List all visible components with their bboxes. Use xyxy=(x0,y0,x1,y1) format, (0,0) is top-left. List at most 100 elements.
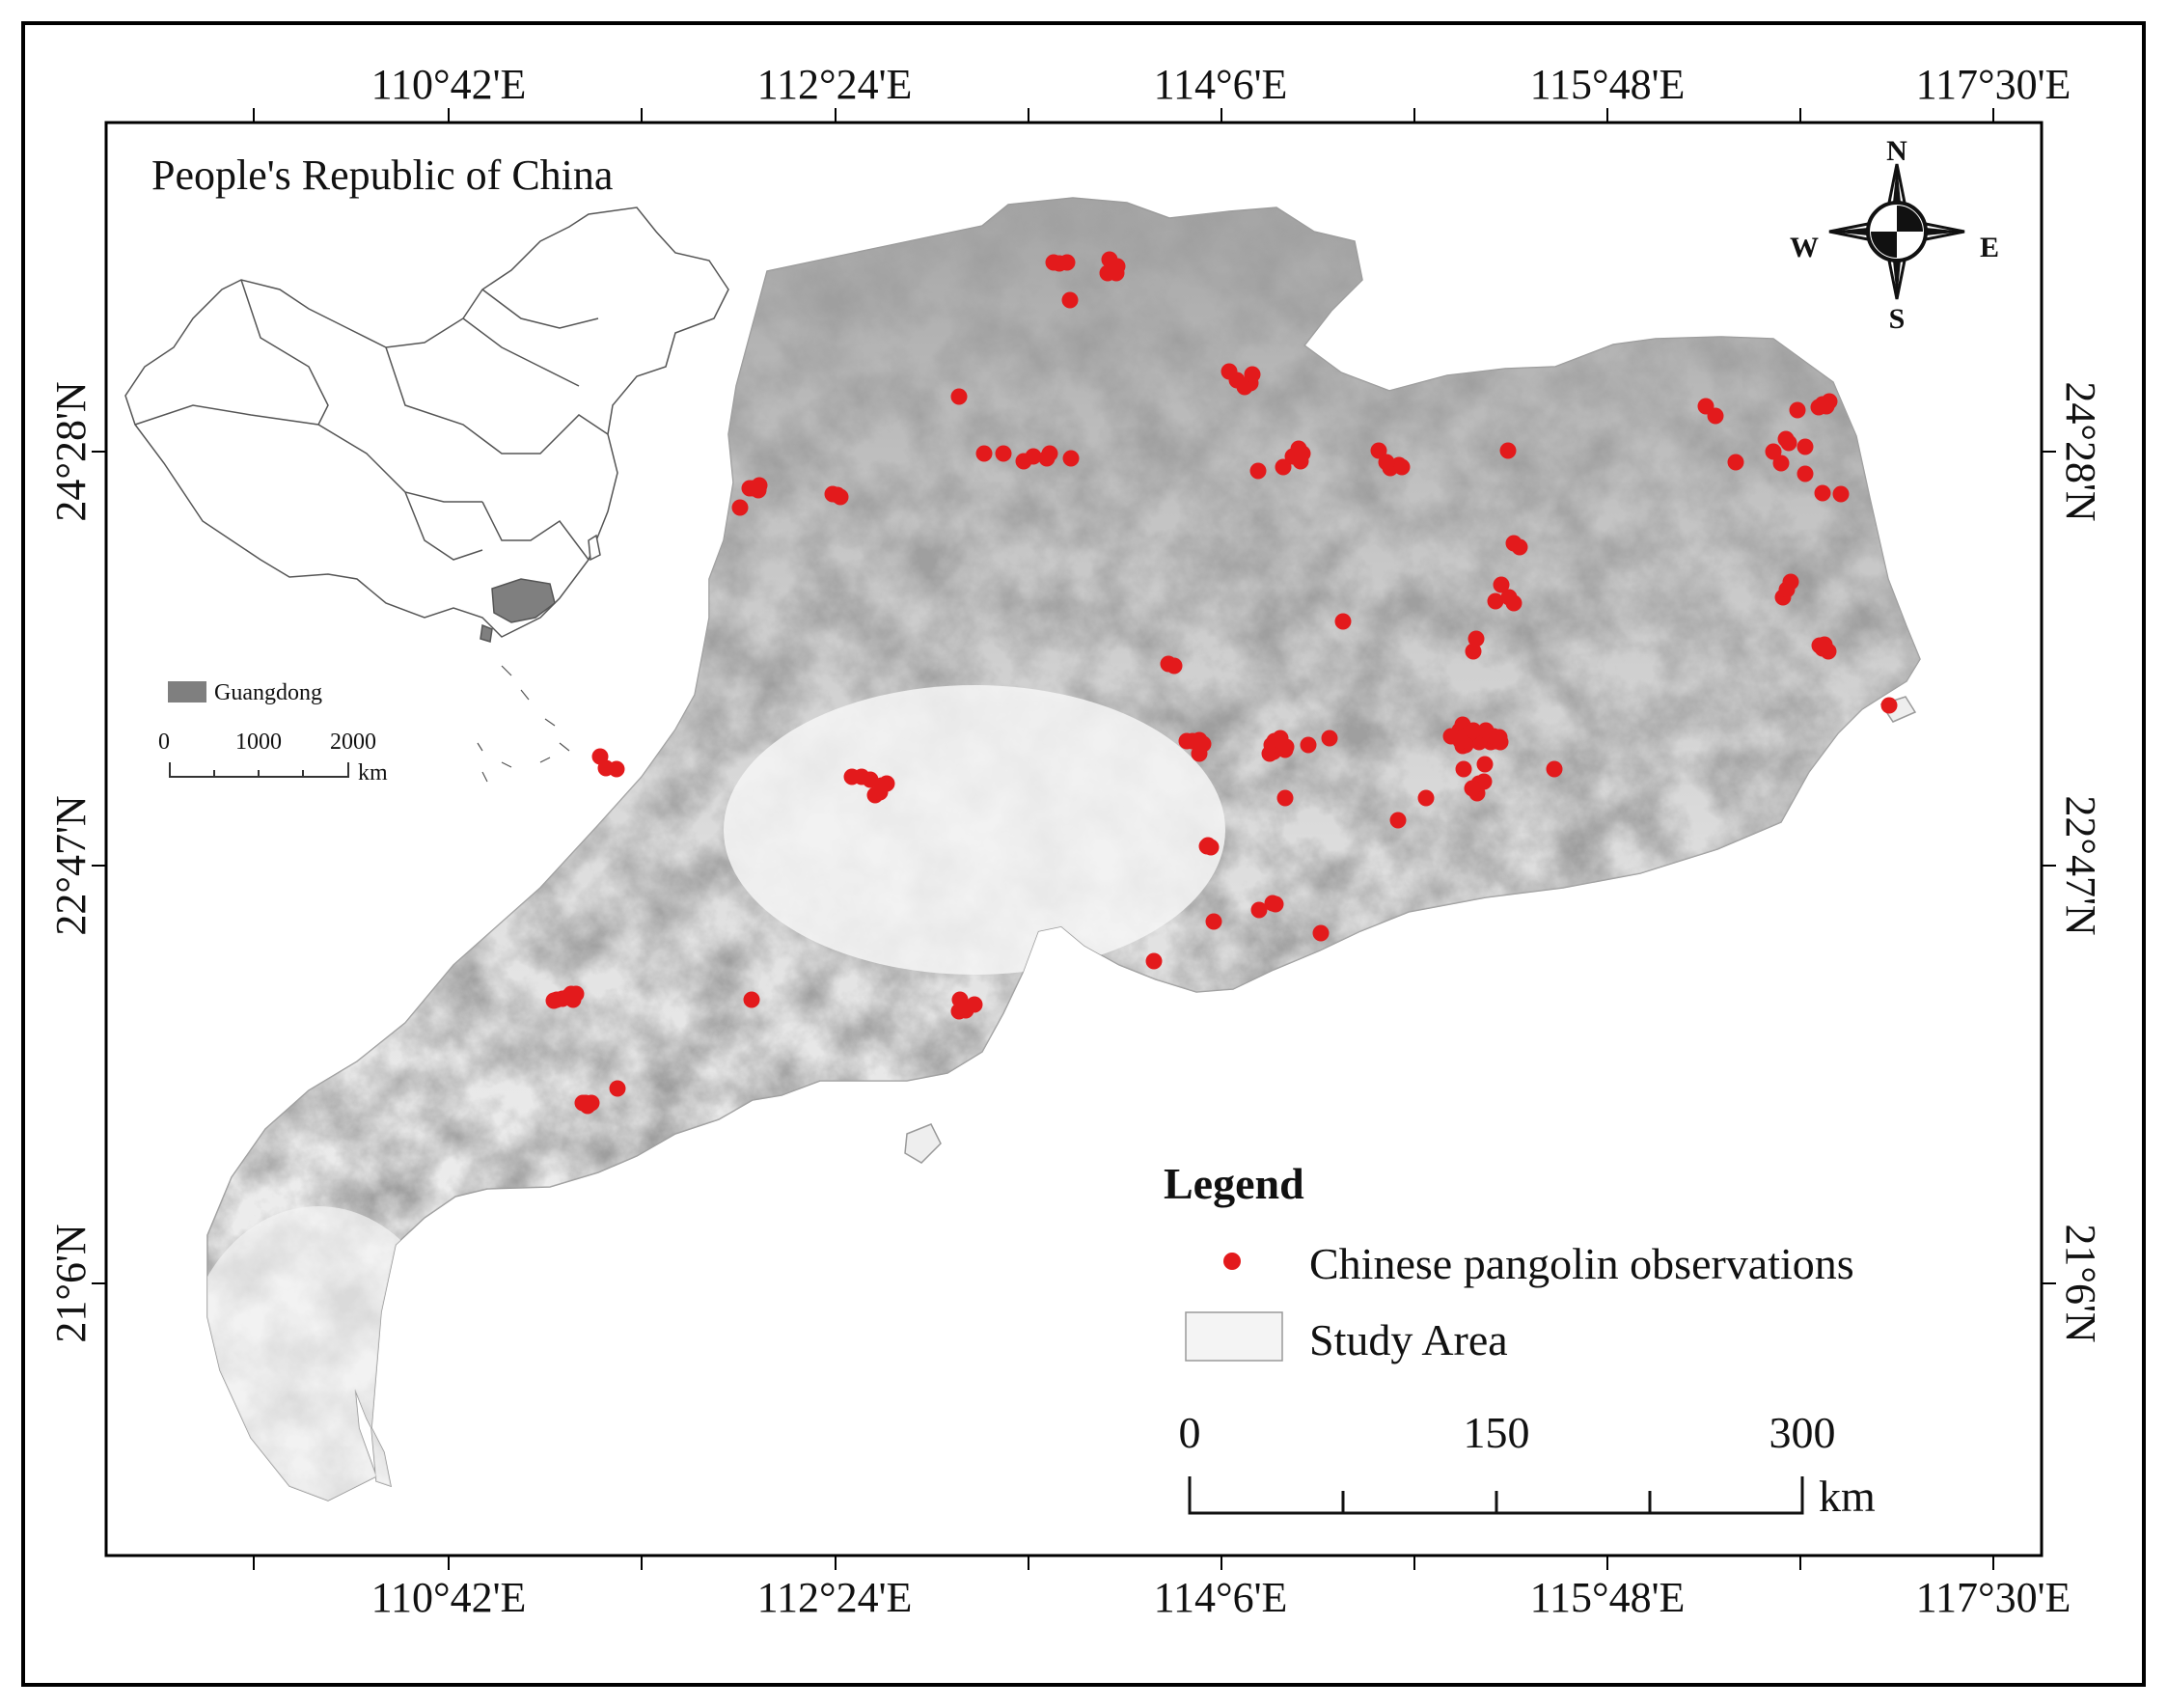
compass-north-label: N xyxy=(1886,135,1907,167)
pangolin-observation-point xyxy=(1312,924,1330,942)
pangolin-observation-point xyxy=(1062,450,1080,467)
pangolin-observation-point xyxy=(1250,901,1268,919)
pangolin-observation-point xyxy=(1275,458,1292,476)
pangolin-observation-point xyxy=(1832,485,1850,503)
pangolin-observation-point xyxy=(1249,462,1267,480)
pangolin-observation-point xyxy=(1780,434,1797,452)
compass-west-label: W xyxy=(1790,232,1819,263)
svg-text:0: 0 xyxy=(1179,1408,1201,1457)
pangolin-observation-point xyxy=(832,488,849,506)
lon-label-bottom: 112°24'E xyxy=(757,1574,913,1621)
lat-label-right: 24°28'N xyxy=(2057,381,2104,521)
pangolin-observation-point xyxy=(871,784,889,801)
lat-label-right: 21°6'N xyxy=(2057,1224,2104,1342)
pangolin-observation-point xyxy=(1378,454,1395,471)
legend-observation-symbol xyxy=(1223,1253,1241,1270)
pangolin-observation-point xyxy=(950,388,968,405)
pangolin-observation-point xyxy=(1765,443,1782,460)
pangolin-observation-point xyxy=(1880,697,1898,714)
pangolin-observation-point xyxy=(1041,445,1058,462)
pangolin-observation-point xyxy=(1393,458,1411,476)
pangolin-observation-point xyxy=(1058,254,1076,271)
lat-label-left: 21°6'N xyxy=(47,1224,95,1342)
pangolin-observation-point xyxy=(1334,613,1352,630)
inset-guangdong-highlight xyxy=(491,578,556,623)
pangolin-observation-point xyxy=(1300,736,1317,754)
pangolin-observation-point xyxy=(1464,780,1481,797)
pangolin-observation-point xyxy=(1477,722,1495,739)
pangolin-observation-point xyxy=(743,991,760,1008)
pangolin-observation-point xyxy=(1797,438,1814,455)
graticule-ticks xyxy=(92,108,2056,1570)
pangolin-observation-point xyxy=(1493,576,1510,593)
inset-guangdong-swatch xyxy=(168,681,206,702)
compass-south-label: S xyxy=(1889,303,1906,335)
svg-text:150: 150 xyxy=(1464,1408,1530,1457)
pangolin-observation-point xyxy=(1816,636,1833,653)
lon-label-bottom: 117°30'E xyxy=(1916,1574,2071,1621)
svg-text:1000: 1000 xyxy=(235,730,282,755)
lon-label-bottom: 110°42'E xyxy=(371,1574,527,1621)
pangolin-observation-point xyxy=(1276,789,1294,807)
pangolin-observation-point xyxy=(597,759,615,777)
svg-text:0: 0 xyxy=(158,730,170,755)
pangolin-observation-point xyxy=(1108,264,1125,282)
scale-bar: 0 150 300 km xyxy=(1179,1408,1877,1521)
inset-guangdong-label: Guangdong xyxy=(214,680,322,705)
pangolin-observation-point xyxy=(1546,760,1563,778)
lat-label-left: 22°47'N xyxy=(47,795,95,935)
legend-study-area-label: Study Area xyxy=(1309,1315,1508,1364)
pangolin-observation-point xyxy=(1025,448,1042,465)
lon-label-top: 115°48'E xyxy=(1530,61,1686,108)
pangolin-observation-point xyxy=(564,991,582,1008)
pangolin-observation-point xyxy=(1465,722,1482,739)
lat-label-right: 22°47'N xyxy=(2057,795,2104,935)
lat-label-left: 24°28'N xyxy=(47,381,95,521)
lon-label-top: 114°6'E xyxy=(1154,61,1288,108)
south-china-sea-islands xyxy=(477,665,570,783)
inset-scale-bar: 0 1000 2000 km xyxy=(158,730,388,785)
legend-study-area-symbol xyxy=(1185,1311,1283,1362)
pangolin-observation-point xyxy=(1455,760,1472,778)
pangolin-observation-point xyxy=(1166,657,1183,675)
pangolin-observation-point xyxy=(975,445,993,462)
svg-text:2000: 2000 xyxy=(330,730,376,755)
lon-label-top: 117°30'E xyxy=(1916,61,2071,108)
pangolin-observation-point xyxy=(1511,538,1528,556)
pangolin-observation-point xyxy=(1818,398,1835,415)
pangolin-observation-point xyxy=(1727,454,1744,471)
pangolin-observation-point xyxy=(731,499,749,516)
lon-label-top: 110°42'E xyxy=(371,61,527,108)
inset-title: People's Republic of China xyxy=(151,152,613,199)
pangolin-observation-point xyxy=(1814,484,1831,502)
pangolin-observation-point xyxy=(1465,643,1482,660)
pangolin-observation-point xyxy=(545,992,562,1009)
pangolin-observation-point xyxy=(1267,895,1284,913)
pangolin-observation-point xyxy=(1321,730,1338,747)
pangolin-observation-point xyxy=(1417,789,1435,807)
pangolin-observation-point xyxy=(1789,401,1806,419)
pangolin-observation-point xyxy=(1389,812,1407,829)
pangolin-observation-point xyxy=(1505,594,1522,612)
pangolin-observation-point xyxy=(1697,398,1714,415)
inset-china-map xyxy=(124,207,729,783)
pangolin-observation-point xyxy=(1487,592,1504,610)
pangolin-observation-point xyxy=(1277,738,1295,756)
pangolin-observation-point xyxy=(1145,952,1163,970)
compass-east-label: E xyxy=(1980,232,1999,263)
pangolin-observation-point xyxy=(1452,732,1469,750)
svg-text:km: km xyxy=(1819,1472,1876,1521)
pangolin-observation-point xyxy=(1370,442,1387,459)
pangolin-observation-point xyxy=(1061,291,1079,309)
pangolin-observation-point xyxy=(750,482,767,499)
pangolin-observation-point xyxy=(1476,756,1494,773)
svg-text:300: 300 xyxy=(1769,1408,1836,1457)
pangolin-observation-point xyxy=(1772,455,1790,472)
pangolin-observation-point xyxy=(1205,913,1222,930)
pangolin-observation-point xyxy=(1797,465,1814,482)
pangolin-observation-point xyxy=(609,1080,626,1097)
pangolin-observation-point xyxy=(1292,453,1309,470)
pangolin-observation-point xyxy=(1499,442,1517,459)
pangolin-observation-point xyxy=(1194,735,1212,753)
